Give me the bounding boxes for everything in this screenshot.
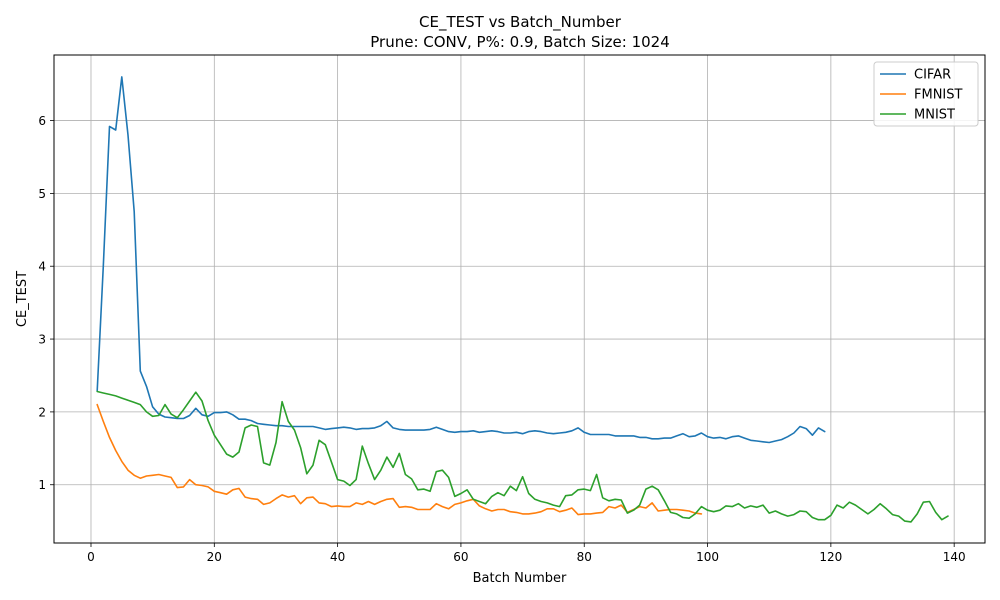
- x-tick-label: 140: [943, 550, 966, 564]
- x-axis-label: Batch Number: [473, 571, 567, 586]
- legend-label-fmnist: FMNIST: [914, 88, 963, 103]
- x-tick-label: 120: [819, 550, 842, 564]
- grid-lines: [54, 55, 985, 543]
- chart-title: CE_TEST vs Batch_Number: [419, 13, 622, 32]
- y-tick-label: 5: [38, 187, 46, 201]
- x-tick-label: 60: [453, 550, 468, 564]
- x-tick-label: 0: [87, 550, 95, 564]
- series-line-cifar: [96, 76, 826, 444]
- y-tick-label: 2: [38, 405, 46, 419]
- legend: CIFAR FMNIST MNIST: [873, 61, 979, 127]
- x-tick-label: 80: [577, 550, 592, 564]
- series-layer: [96, 76, 949, 523]
- series-line-mnist: [96, 390, 949, 523]
- axis-ticks: 0 20 40 60 80 100 120 140 1 2 3 4 5 6: [38, 114, 965, 564]
- x-tick-label: 40: [330, 550, 345, 564]
- y-axis-label: CE_TEST: [15, 271, 30, 327]
- y-tick-label: 1: [38, 478, 46, 492]
- x-tick-label: 100: [696, 550, 719, 564]
- y-tick-label: 6: [38, 114, 46, 128]
- series-line-fmnist: [96, 403, 703, 516]
- legend-label-mnist: MNIST: [914, 108, 955, 123]
- x-tick-label: 20: [207, 550, 222, 564]
- legend-label-cifar: CIFAR: [914, 68, 951, 83]
- legend-box: [873, 61, 979, 127]
- chart-subtitle: Prune: CONV, P%: 0.9, Batch Size: 1024: [370, 33, 670, 51]
- y-tick-label: 4: [38, 260, 46, 274]
- y-tick-label: 3: [38, 333, 46, 347]
- plot-frame: [53, 54, 986, 544]
